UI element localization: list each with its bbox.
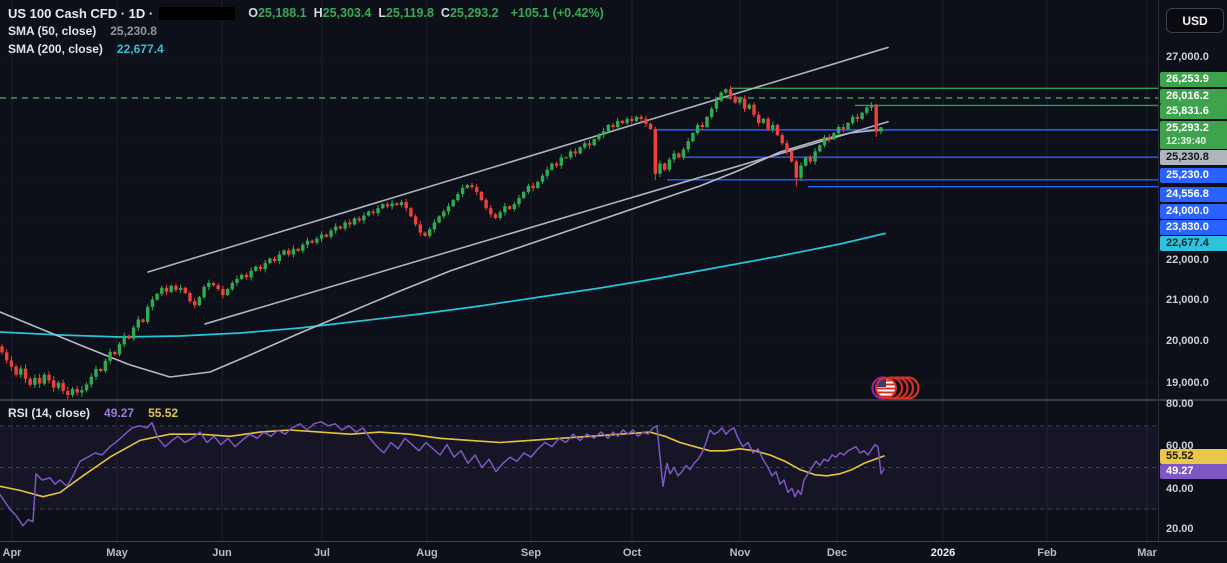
axis-price-badge: 25,293.2 12:39:40 — [1160, 121, 1227, 149]
rsi-label: RSI (14, close) — [8, 406, 91, 420]
axis-price-badge: 26,253.9 — [1160, 72, 1227, 87]
axis-price-label: 27,000.0 — [1166, 51, 1209, 63]
sma200-line — [0, 232, 886, 338]
axis-price-badge: 25,230.0 — [1160, 168, 1227, 183]
sma200-legend-row[interactable]: SMA (200, close) 22,677.4 — [8, 40, 604, 58]
sma200-label: SMA (200, close) — [8, 42, 103, 56]
time-axis-label: Jun — [212, 547, 232, 559]
axis-price-badge: 25,230.8 — [1160, 150, 1227, 165]
symbol-title: US 100 Cash CFD · 1D · — [8, 5, 154, 21]
ohlc-value: 25,293.2 — [449, 6, 499, 20]
time-axis-label: Mar — [1137, 547, 1157, 559]
ohlc-value: 25,303.4 — [322, 6, 372, 20]
time-axis-label: May — [106, 547, 128, 559]
us-flag-icon — [876, 378, 896, 398]
sma50-label: SMA (50, close) — [8, 24, 97, 38]
rsi-legend: RSI (14, close) 49.27 55.52 — [8, 404, 178, 422]
axis-price-label: 19,000.0 — [1166, 377, 1209, 389]
time-axis-label: Apr — [2, 547, 22, 559]
candles-up — [19, 88, 883, 398]
price-axis[interactable]: 27,000.0 22,000.0 21,000.0 20,000.0 19,000.0… — [1158, 0, 1227, 541]
ohlc-value: 25,188.1 — [257, 6, 307, 20]
currency-toggle-button[interactable]: USD — [1166, 8, 1224, 33]
trend-channel-line[interactable] — [147, 46, 889, 273]
axis-price-badge: 49.27 — [1160, 464, 1227, 479]
axis-price-label: 20.00 — [1166, 523, 1194, 535]
time-axis-label: Dec — [826, 547, 848, 559]
rsi-ma-value: 55.52 — [148, 406, 179, 420]
rsi-line — [0, 420, 885, 527]
axis-price-label: 40.00 — [1166, 483, 1194, 495]
rsi-legend-row[interactable]: RSI (14, close) 49.27 55.52 — [8, 404, 178, 422]
time-axis-label: Sep — [520, 547, 542, 559]
time-axis-label: Jul — [314, 547, 330, 559]
sma50-value: 25,230.8 — [110, 24, 157, 38]
redacted-source-box — [159, 6, 236, 20]
axis-price-badge: 55.52 — [1160, 449, 1227, 464]
ohlc-values: O25,188.1 H25,303.4 L25,119.8 C25,293.2 — [241, 6, 498, 20]
ohlc-key: C — [440, 6, 450, 20]
axis-price-badge: 24,000.0 — [1160, 204, 1227, 219]
axis-price-label: 20,000.0 — [1166, 335, 1209, 347]
time-axis-label: Oct — [622, 547, 642, 559]
candles-down — [0, 86, 878, 400]
ohlc-key: L — [378, 6, 386, 20]
axis-price-label: 21,000.0 — [1166, 294, 1209, 306]
time-axis-label: Feb — [1037, 547, 1057, 559]
rsi-value: 49.27 — [104, 406, 135, 420]
time-axis-label: 2026 — [930, 547, 956, 559]
axis-price-badge: 26,016.2 — [1160, 89, 1227, 104]
sma50-legend-row[interactable]: SMA (50, close) 25,230.8 — [8, 22, 604, 40]
ohlc-value: 25,119.8 — [385, 6, 434, 20]
economic-event-flag-icon[interactable] — [871, 376, 920, 400]
axis-price-badge: 22,677.4 — [1160, 236, 1227, 251]
axis-price-label: 22,000.0 — [1166, 254, 1209, 266]
countdown-timer: 12:39:40 — [1166, 136, 1207, 147]
axis-price-badge: 23,830.0 — [1160, 220, 1227, 235]
time-axis[interactable]: Apr May Jun Jul Aug Sep Oct Nov Dec 2026 Feb Mar — [0, 541, 1227, 563]
symbol-legend: US 100 Cash CFD · 1D · O25,188.1 H25,303.… — [8, 4, 604, 58]
sma200-value: 22,677.4 — [116, 42, 164, 56]
change-value: +105.1 (+0.42%) — [510, 6, 604, 20]
axis-price-badge: 24,556.8 — [1160, 187, 1227, 202]
symbol-row[interactable]: US 100 Cash CFD · 1D · O25,188.1 H25,303.… — [8, 4, 604, 22]
axis-price-label: 80.00 — [1166, 398, 1194, 410]
time-axis-label: Aug — [416, 547, 438, 559]
ohlc-key: O — [248, 6, 258, 20]
axis-price-badge: 25,831.6 — [1160, 104, 1227, 119]
sma50-line — [0, 128, 883, 378]
time-axis-label: Nov — [729, 547, 751, 559]
ohlc-key: H — [313, 6, 323, 20]
